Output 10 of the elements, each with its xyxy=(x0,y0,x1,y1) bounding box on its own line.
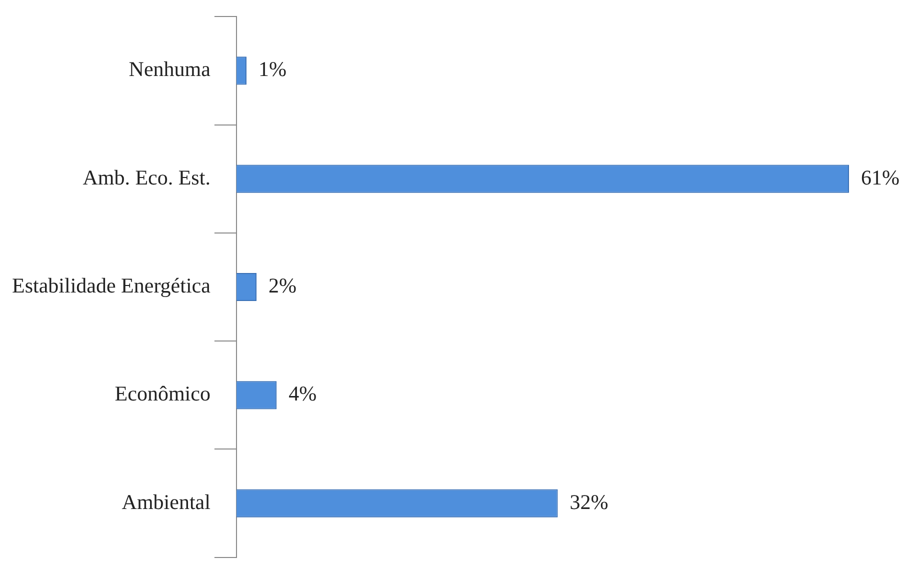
y-tick-label: Estabilidade Energética xyxy=(12,274,212,298)
y-tick-label: Econômico xyxy=(114,382,210,406)
data-label: 4% xyxy=(288,382,317,406)
y-tick-label: Ambiental xyxy=(122,490,211,514)
data-label: 61% xyxy=(861,165,900,190)
y-tick-label: Nenhuma xyxy=(128,57,212,82)
data-label: 2% xyxy=(268,274,297,298)
y-tick-label: Amb. Eco. Est. xyxy=(82,165,210,190)
data-label: 32% xyxy=(570,490,608,514)
data-label: 1% xyxy=(258,57,286,82)
